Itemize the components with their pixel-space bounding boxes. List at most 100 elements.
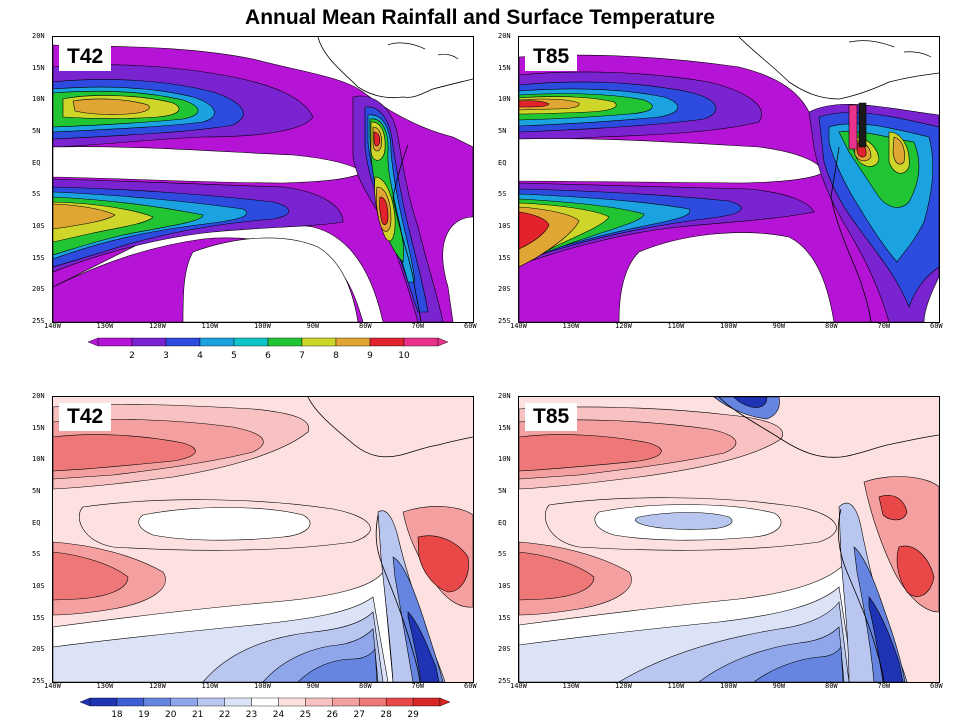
colorbar-swatch bbox=[332, 697, 360, 707]
temp-amazon-29 bbox=[878, 495, 935, 597]
colorbar-tick-label: 25 bbox=[300, 710, 311, 720]
x-tick-label: 70W bbox=[411, 322, 425, 330]
x-tick-label: 80W bbox=[359, 322, 372, 330]
y-tick-label: 5N bbox=[32, 127, 41, 135]
y-tick-label: 15N bbox=[498, 63, 511, 72]
x-tick-label: 60W bbox=[930, 322, 943, 330]
x-tick-label: 120W bbox=[149, 322, 166, 330]
y-tick-label: 20S bbox=[498, 645, 511, 654]
y-tick-label: 10S bbox=[32, 582, 45, 590]
temp-t85-label: T85 bbox=[525, 403, 578, 431]
x-tick-label: 110W bbox=[667, 322, 685, 330]
y-tick-label: 20S bbox=[32, 645, 45, 654]
rain-dry-se-pacific bbox=[618, 232, 835, 322]
colorbar-swatch bbox=[131, 337, 167, 347]
rain-t42-panel: T42 bbox=[52, 36, 474, 323]
colorbar-left-arrow bbox=[87, 337, 99, 347]
temp-contour-28b-north bbox=[53, 434, 196, 472]
rain-contour-8-north bbox=[72, 98, 150, 115]
x-tick-label: 120W bbox=[615, 682, 632, 690]
y-tick-label: 20S bbox=[498, 285, 511, 294]
figure-title: Annual Mean Rainfall and Surface Tempera… bbox=[245, 6, 715, 29]
x-tick-label: 70W bbox=[411, 682, 425, 690]
x-tick-label: 110W bbox=[667, 682, 685, 690]
colorbar-swatch bbox=[305, 697, 333, 707]
x-tick-label: 90W bbox=[306, 322, 320, 330]
colorbar-tick-label: 26 bbox=[327, 710, 339, 720]
coastline bbox=[738, 37, 939, 322]
colorbar-tick-label: 2 bbox=[129, 351, 135, 361]
colorbar-tick-label: 6 bbox=[265, 351, 271, 361]
caribbean-islands bbox=[848, 40, 932, 58]
colorbar-tick-label: 5 bbox=[231, 351, 237, 361]
rain-andes-10 bbox=[848, 104, 858, 150]
y-tick-label: 20N bbox=[498, 392, 511, 400]
colorbar-tick-label: 20 bbox=[165, 710, 177, 720]
colorbar-tick-label: 8 bbox=[333, 351, 339, 361]
colorbar-swatch bbox=[278, 697, 306, 707]
temp-colorbar: 18 19 20 21 22 23 24 25 26 27 28 29 bbox=[79, 697, 451, 720]
y-tick-label: 10N bbox=[498, 455, 511, 464]
y-tick-label: 5N bbox=[498, 127, 507, 135]
y-tick-label: 15S bbox=[498, 613, 511, 622]
y-tick-label: 10S bbox=[32, 222, 45, 230]
y-tick-label: 15N bbox=[32, 423, 45, 432]
x-tick-label: 140W bbox=[44, 682, 61, 690]
x-tick-label: 70W bbox=[877, 322, 891, 330]
y-tick-label: EQ bbox=[32, 158, 41, 167]
y-tick-label: 5S bbox=[32, 190, 41, 199]
y-tick-label: 20N bbox=[32, 32, 45, 40]
colorbar-tick-label: 9 bbox=[367, 351, 373, 361]
temp-t85-map bbox=[519, 397, 939, 682]
rain-andes-9 bbox=[373, 131, 389, 226]
y-tick-label: 25S bbox=[498, 317, 511, 325]
y-tick-label: 25S bbox=[32, 677, 45, 685]
colorbar-tick-label: 19 bbox=[138, 710, 150, 720]
y-tick-label: 10S bbox=[498, 582, 511, 590]
colorbar-swatch bbox=[301, 337, 337, 347]
colorbar-tick-label: 29 bbox=[407, 710, 419, 720]
colorbar-swatch bbox=[385, 697, 414, 707]
x-tick-label: 60W bbox=[930, 682, 943, 690]
colorbar-swatch bbox=[403, 337, 439, 347]
coastline bbox=[307, 397, 473, 682]
y-tick-label: EQ bbox=[32, 518, 41, 527]
x-tick-label: 100W bbox=[254, 322, 271, 330]
y-tick-label: 20N bbox=[498, 32, 511, 40]
temp-amazon-29 bbox=[417, 535, 469, 593]
x-tick-label: 120W bbox=[615, 322, 632, 330]
temp-mexico-colder bbox=[733, 397, 768, 408]
rain-dry-se-pacific bbox=[182, 237, 359, 322]
colorbar-tick-label: 21 bbox=[192, 710, 203, 720]
x-tick-label: 100W bbox=[720, 682, 737, 690]
coastline bbox=[718, 397, 939, 682]
colorbar-swatch bbox=[412, 697, 441, 707]
colorbar-swatch bbox=[233, 337, 269, 347]
colorbar-swatch bbox=[335, 337, 371, 347]
y-tick-label: 20N bbox=[32, 392, 45, 400]
colorbar-tick-label: 23 bbox=[246, 710, 257, 720]
x-tick-label: 100W bbox=[720, 322, 737, 330]
colorbar-tick-label: 27 bbox=[354, 710, 365, 720]
x-tick-label: 120W bbox=[149, 682, 166, 690]
colorbar-swatch bbox=[89, 697, 118, 707]
x-tick-label: 80W bbox=[825, 322, 838, 330]
y-tick-label: 15N bbox=[498, 423, 511, 432]
rain-contour-8-south bbox=[53, 203, 116, 230]
rain-t85-map bbox=[519, 37, 939, 322]
colorbar-tick-label: 24 bbox=[273, 710, 285, 720]
coastline bbox=[317, 37, 473, 322]
y-tick-label: 25S bbox=[498, 677, 511, 685]
colorbar-tick-label: 7 bbox=[299, 351, 305, 361]
colorbar-swatch bbox=[359, 697, 387, 707]
x-tick-label: 70W bbox=[877, 682, 891, 690]
temp-andes-coldest bbox=[868, 596, 904, 682]
x-tick-label: 140W bbox=[510, 682, 527, 690]
x-tick-label: 60W bbox=[464, 682, 477, 690]
x-tick-label: 110W bbox=[201, 322, 219, 330]
colorbar-swatch bbox=[143, 697, 171, 707]
temp-t42-map bbox=[53, 397, 473, 682]
y-tick-label: 10N bbox=[498, 95, 511, 104]
colorbar-swatch bbox=[165, 337, 201, 347]
y-tick-label: EQ bbox=[498, 158, 507, 167]
